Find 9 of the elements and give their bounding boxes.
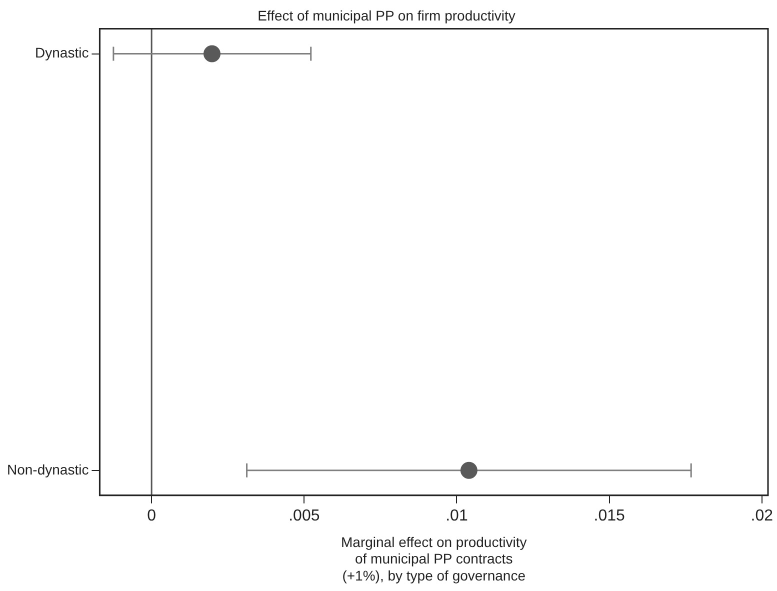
text: Effect of municipal PP on firm productivity	[258, 7, 516, 24]
x-tick-label: .02	[750, 507, 774, 524]
y-tick-label: Non-dynastic	[7, 461, 89, 478]
x-tick-label: .015	[594, 507, 625, 524]
x-axis-title: Marginal effect on productivity of municipal PP contracts (+1%), by type of governance	[340, 534, 527, 584]
x-tick-label: 0	[147, 507, 156, 524]
x-tick-label: .01	[446, 507, 468, 524]
x-tick-label: .005	[288, 507, 320, 524]
y-tick-label: Dynastic	[35, 44, 89, 61]
